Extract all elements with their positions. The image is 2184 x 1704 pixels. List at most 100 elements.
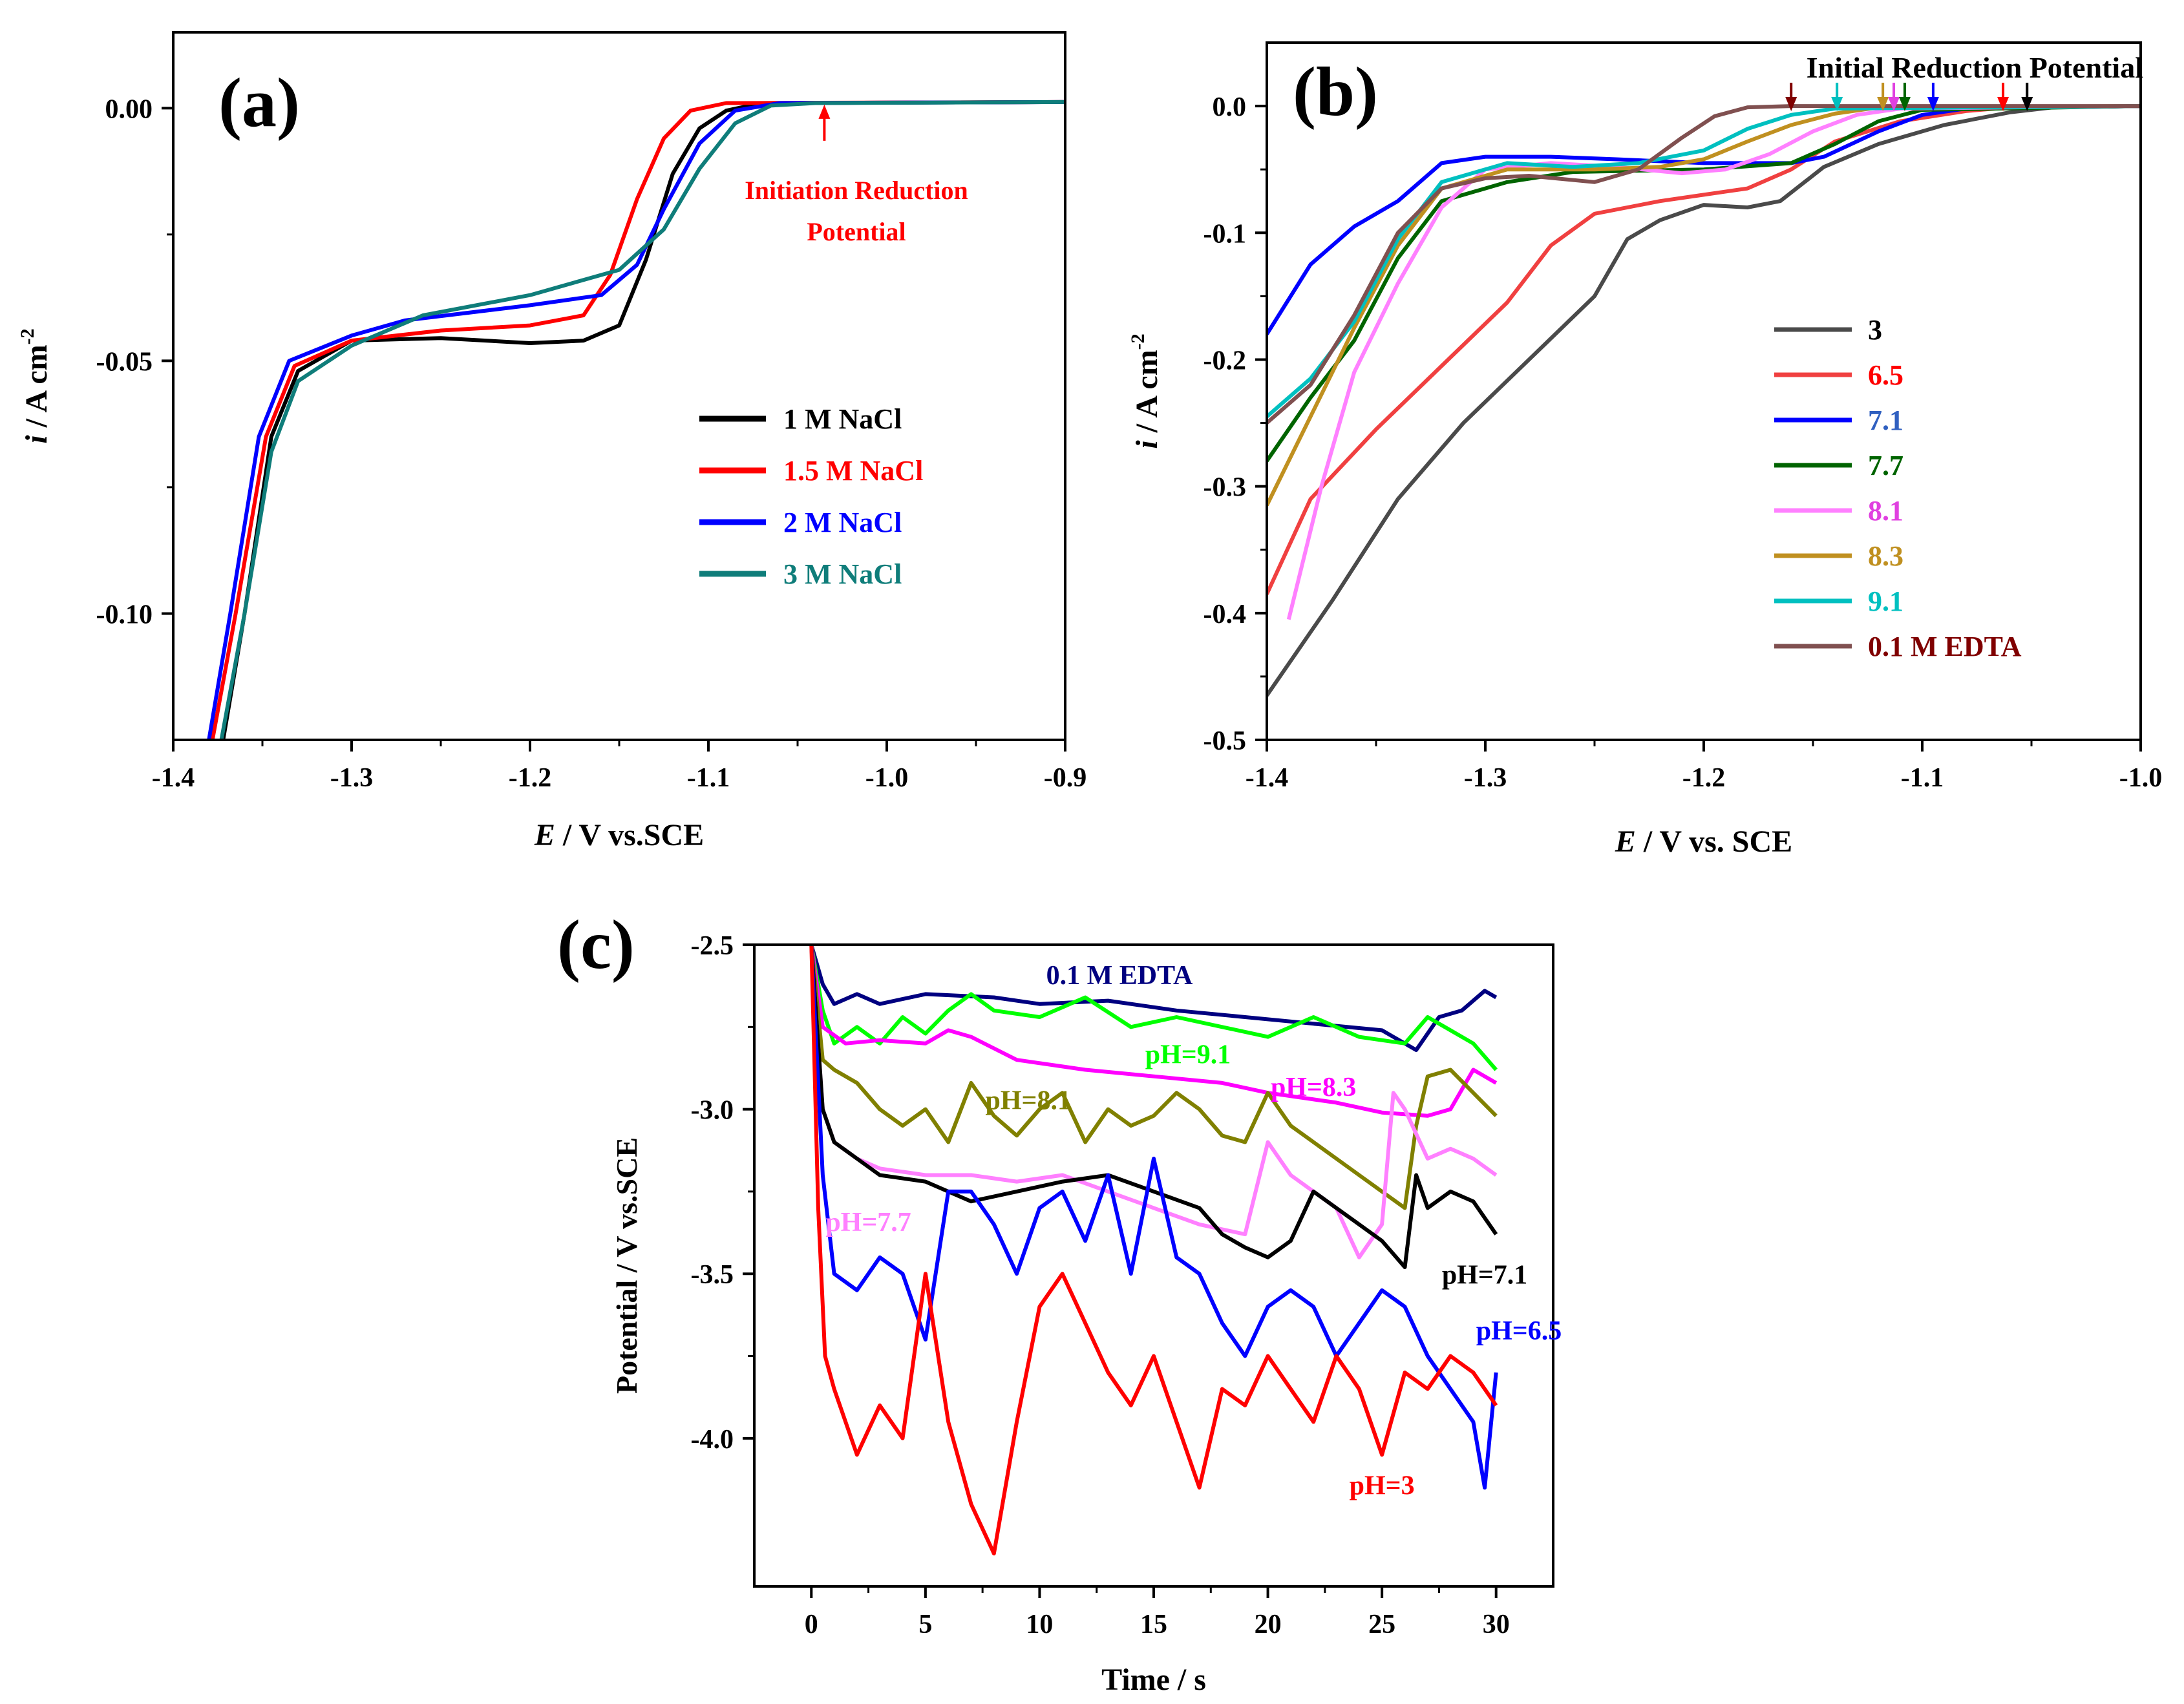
- series-label-1: pH=9.1: [1145, 1040, 1231, 1069]
- potential-arrow-head-2: [1877, 97, 1889, 111]
- panel-b: -1.4 -1.3 -1.2 -1.1 -1.0 0.0 -0.1 -0.2 -0.3 -0.4 -…: [1127, 41, 2163, 859]
- series-line-8.3: [1267, 104, 2141, 507]
- panel-a: -1.4 -1.3 -1.2 -1.1 -1.0 -0.9 0.00 -0.05 -0.10 (a…: [17, 31, 1087, 852]
- y-tick-label: -3.5: [691, 1260, 734, 1290]
- x-axis-label-unit: / V vs. SCE: [1636, 825, 1792, 859]
- panel-label-b: (b): [1293, 54, 1378, 131]
- potential-arrow-head-4: [1898, 97, 1911, 111]
- series-line-pH-8.3: [809, 945, 1498, 1118]
- potential-arrow-head-1: [1831, 97, 1843, 111]
- x-tick-label: 5: [918, 1610, 932, 1639]
- y-tick-label: -0.4: [1203, 600, 1247, 629]
- potential-arrow-head-5: [1927, 97, 1939, 111]
- y-axis-label-sup: -2: [1127, 333, 1149, 350]
- panel-label-a: (a): [218, 65, 300, 142]
- y-tick-label: -0.05: [96, 347, 153, 377]
- legend-label-6: 9.1: [1868, 585, 1903, 617]
- x-tick-label: -1.3: [1464, 763, 1507, 793]
- series-line-1-M-NaCl: [221, 100, 1065, 740]
- y-tick-label: -0.2: [1203, 346, 1247, 375]
- annotation-arrow-head: [818, 104, 831, 119]
- y-tick-label: -3.0: [691, 1096, 734, 1126]
- y-tick-label: -0.1: [1203, 219, 1247, 249]
- x-tick-label: -0.9: [1044, 763, 1087, 793]
- series-line-pH-3: [809, 945, 1498, 1556]
- legend-label-0: 3: [1868, 314, 1882, 346]
- panel-c: 0 5 10 15 20 25 30 -2.5 -3.0 -3.5 -4.0 (c) Time / s P…: [557, 907, 1562, 1697]
- annotation-text-line1: Initiation Reduction: [745, 176, 968, 205]
- y-tick-label: -0.3: [1203, 473, 1247, 503]
- legend-label-0: 1 M NaCl: [783, 403, 902, 435]
- legend-label-1: 6.5: [1868, 359, 1903, 391]
- x-tick-label: -1.0: [2119, 763, 2163, 793]
- x-axis-label: E / V vs.SCE: [534, 818, 704, 852]
- series-line-1.5-M-NaCl: [210, 100, 1065, 740]
- series-line-0.1-M-EDTA: [809, 945, 1498, 1052]
- x-tick-label: 20: [1255, 1610, 1282, 1639]
- series-line-7.7: [1267, 104, 2141, 463]
- series-label-5: pH=7.1: [1442, 1261, 1527, 1290]
- series-line-3-M-NaCl: [219, 100, 1065, 740]
- x-tick-label: 25: [1368, 1610, 1395, 1639]
- y-tick-label: -2.5: [691, 931, 734, 961]
- x-axis-label: Time / s: [1101, 1663, 1206, 1697]
- x-tick-label: -1.0: [865, 763, 909, 793]
- series-label-0: 0.1 M EDTA: [1046, 961, 1193, 991]
- series-line-pH-7.1: [809, 945, 1498, 1269]
- legend-label-1: 1.5 M NaCl: [783, 455, 923, 487]
- legend-label-3: 7.7: [1868, 450, 1903, 481]
- y-tick-label: -0.10: [96, 600, 153, 629]
- series-label-6: pH=6.5: [1476, 1316, 1562, 1346]
- series-line-pH-9.1: [809, 945, 1498, 1071]
- y-tick-label: -4.0: [691, 1425, 734, 1455]
- legend-label-2: 2 M NaCl: [783, 507, 902, 538]
- x-tick-label: 10: [1026, 1610, 1053, 1639]
- y-axis-label: Potential / V vs.SCE: [610, 1137, 643, 1394]
- potential-arrow-head-0: [1785, 97, 1797, 111]
- x-tick-label: -1.4: [1246, 763, 1289, 793]
- potential-arrow-head-3: [1888, 97, 1900, 111]
- series-label-3: pH=8.1: [986, 1086, 1071, 1116]
- x-tick-label: -1.3: [330, 763, 374, 793]
- series-line-pH-8.1: [809, 945, 1498, 1210]
- series-line-7.1: [1267, 104, 2141, 335]
- y-tick-label: -0.5: [1203, 726, 1247, 756]
- y-tick-label: 0.0: [1213, 92, 1247, 122]
- series-line-pH-6.5: [809, 945, 1498, 1490]
- x-tick-label: -1.2: [1682, 763, 1726, 793]
- y-tick-label: 0.00: [105, 94, 153, 124]
- panel-label-c: (c): [557, 907, 635, 983]
- series-label-4: pH=7.7: [825, 1208, 911, 1237]
- series-line-2-M-NaCl: [207, 100, 1065, 740]
- legend-label-7: 0.1 M EDTA: [1868, 631, 2022, 662]
- legend-label-5: 8.3: [1868, 540, 1903, 572]
- legend-label-3: 3 M NaCl: [783, 558, 902, 590]
- series-line-6.5: [1267, 104, 2141, 595]
- annotation-text-line2: Potential: [807, 217, 906, 246]
- initial-reduction-potential-title: Initial Reduction Potential: [1807, 51, 2143, 84]
- x-tick-label: 30: [1483, 1610, 1510, 1639]
- legend-label-4: 8.1: [1868, 495, 1903, 527]
- series-label-2: pH=8.3: [1271, 1073, 1356, 1102]
- potential-arrow-head-7: [2021, 97, 2033, 111]
- x-tick-label: -1.1: [1901, 763, 1944, 793]
- series-label-7: pH=3: [1350, 1471, 1415, 1500]
- y-axis-label-var: i: [1130, 440, 1164, 449]
- x-axis-label-unit: / V vs.SCE: [555, 818, 704, 852]
- series-line-pH-7.7: [809, 945, 1498, 1259]
- x-tick-label: 0: [805, 1610, 818, 1639]
- y-axis-label-sup: -2: [17, 328, 38, 344]
- y-axis-label: i / A cm-2: [17, 328, 54, 443]
- x-tick-label: -1.1: [687, 763, 730, 793]
- series-line-3: [1267, 104, 2141, 697]
- series-line-9.1: [1267, 104, 2141, 418]
- y-axis-label-unit: / A cm: [1130, 350, 1164, 440]
- legend-label-2: 7.1: [1868, 405, 1903, 436]
- series-group: [809, 945, 1498, 1556]
- series-group: [207, 100, 1065, 740]
- series-group: [1267, 104, 2141, 697]
- x-axis-label-var: E: [534, 818, 555, 852]
- series-line-0.1-M-EDTA: [1267, 104, 2141, 425]
- x-tick-label: -1.4: [152, 763, 195, 793]
